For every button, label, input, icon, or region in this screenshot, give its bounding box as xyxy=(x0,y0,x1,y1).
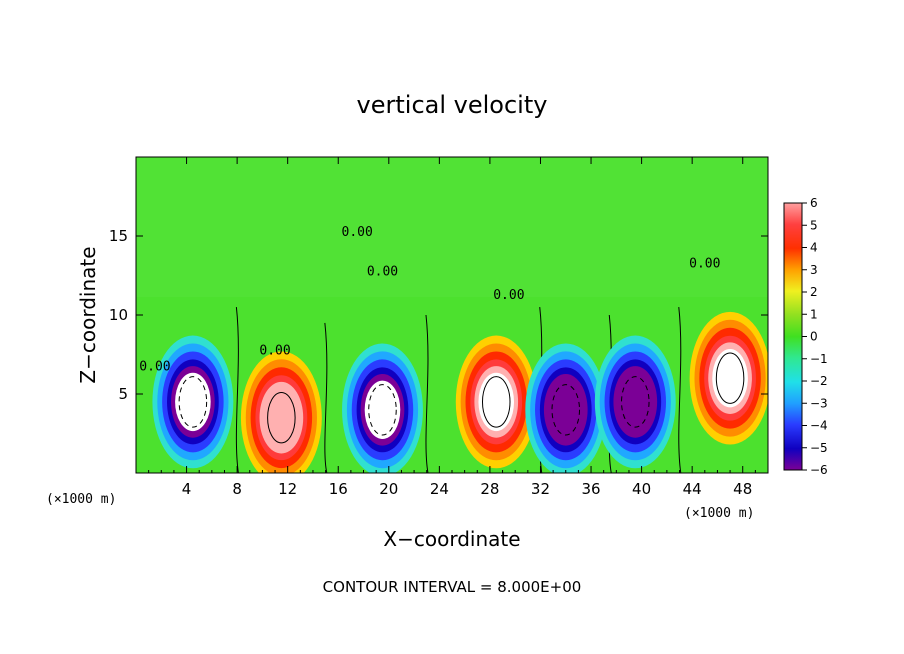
cell-level xyxy=(259,381,304,454)
updraft-cell xyxy=(240,351,322,473)
cell-contour xyxy=(178,376,208,428)
contour-label: 0.00 xyxy=(342,225,373,240)
contour-label: 0.00 xyxy=(493,288,524,303)
x-tick-label: 20 xyxy=(379,480,398,498)
x-axis-label: X−coordinate xyxy=(383,527,520,551)
x-tick-label: 40 xyxy=(632,480,651,498)
colorbar-tick-label: 6 xyxy=(810,196,818,210)
downdraft-cell xyxy=(342,343,423,473)
downdraft-cell xyxy=(525,343,607,473)
contour-label: 0.00 xyxy=(139,359,170,374)
zero-contour xyxy=(235,307,239,473)
colorbar-tick-label: 5 xyxy=(810,218,818,232)
contour-interval-note: CONTOUR INTERVAL = 8.000E+00 xyxy=(323,578,582,596)
x-tick-label: 48 xyxy=(733,480,752,498)
colorbar-tick-label: 1 xyxy=(810,307,818,321)
cell-contour xyxy=(481,376,511,428)
downdraft-cell xyxy=(152,335,234,469)
colorbar-tick-label: 0 xyxy=(810,330,818,344)
field-upper-band xyxy=(136,157,768,297)
updraft-cell xyxy=(689,311,768,445)
x-tick-label: 16 xyxy=(329,480,348,498)
x-tick-label: 28 xyxy=(480,480,499,498)
colorbar-tick-label: 3 xyxy=(810,263,818,277)
y-axis-label: Z−coordinate xyxy=(76,246,100,383)
colorbar xyxy=(783,202,803,471)
colorbar-tick-label: 2 xyxy=(810,285,818,299)
x-tick-label: 32 xyxy=(531,480,550,498)
zero-contour xyxy=(324,322,328,473)
cell-level xyxy=(543,373,588,446)
cell-contour xyxy=(551,384,581,436)
x-tick-label: 36 xyxy=(581,480,600,498)
cell-contour xyxy=(715,352,745,404)
colorbar-tick-label: −4 xyxy=(810,419,828,433)
cell-level xyxy=(712,349,748,408)
y-tick-label: 5 xyxy=(118,385,128,403)
downdraft-cell xyxy=(594,335,676,469)
colorbar-tick-label: −3 xyxy=(810,396,828,410)
chart-title: vertical velocity xyxy=(357,91,548,119)
zero-contour xyxy=(678,307,682,473)
cell-level xyxy=(175,372,211,432)
colorbar-tick-label: −6 xyxy=(810,463,828,477)
colorbar-tick-label: −5 xyxy=(810,441,828,455)
y-tick-label: 10 xyxy=(109,306,128,324)
x-tick-label: 24 xyxy=(430,480,449,498)
contour-label: 0.00 xyxy=(259,344,290,359)
cell-level xyxy=(478,372,515,432)
colorbar-tick-label: −1 xyxy=(810,352,828,366)
x-tick-label: 44 xyxy=(683,480,702,498)
colorbar-tick-label: −2 xyxy=(810,374,828,388)
x-tick-label: 8 xyxy=(232,480,242,498)
cell-contour xyxy=(267,391,296,444)
x-tick-label: 12 xyxy=(278,480,297,498)
cell-level xyxy=(364,380,401,439)
contour-label: 0.00 xyxy=(367,265,398,280)
updraft-cell xyxy=(455,335,537,469)
zero-contour xyxy=(425,314,429,473)
cell-contour xyxy=(621,376,650,428)
heatmap-field: 0.00 0.00 0.00 0.00 0.00 0.00 xyxy=(136,157,776,473)
x-tick-label: 4 xyxy=(182,480,192,498)
x-unit-left: (×1000 m) xyxy=(46,492,116,507)
cell-contour xyxy=(368,384,397,436)
x-unit-right: (×1000 m) xyxy=(684,506,754,521)
colorbar-tick-label: 4 xyxy=(810,241,818,255)
y-tick-label: 15 xyxy=(109,227,128,245)
zero-contour xyxy=(774,283,776,473)
cell-level xyxy=(613,366,658,438)
contour-label: 0.00 xyxy=(689,257,720,272)
